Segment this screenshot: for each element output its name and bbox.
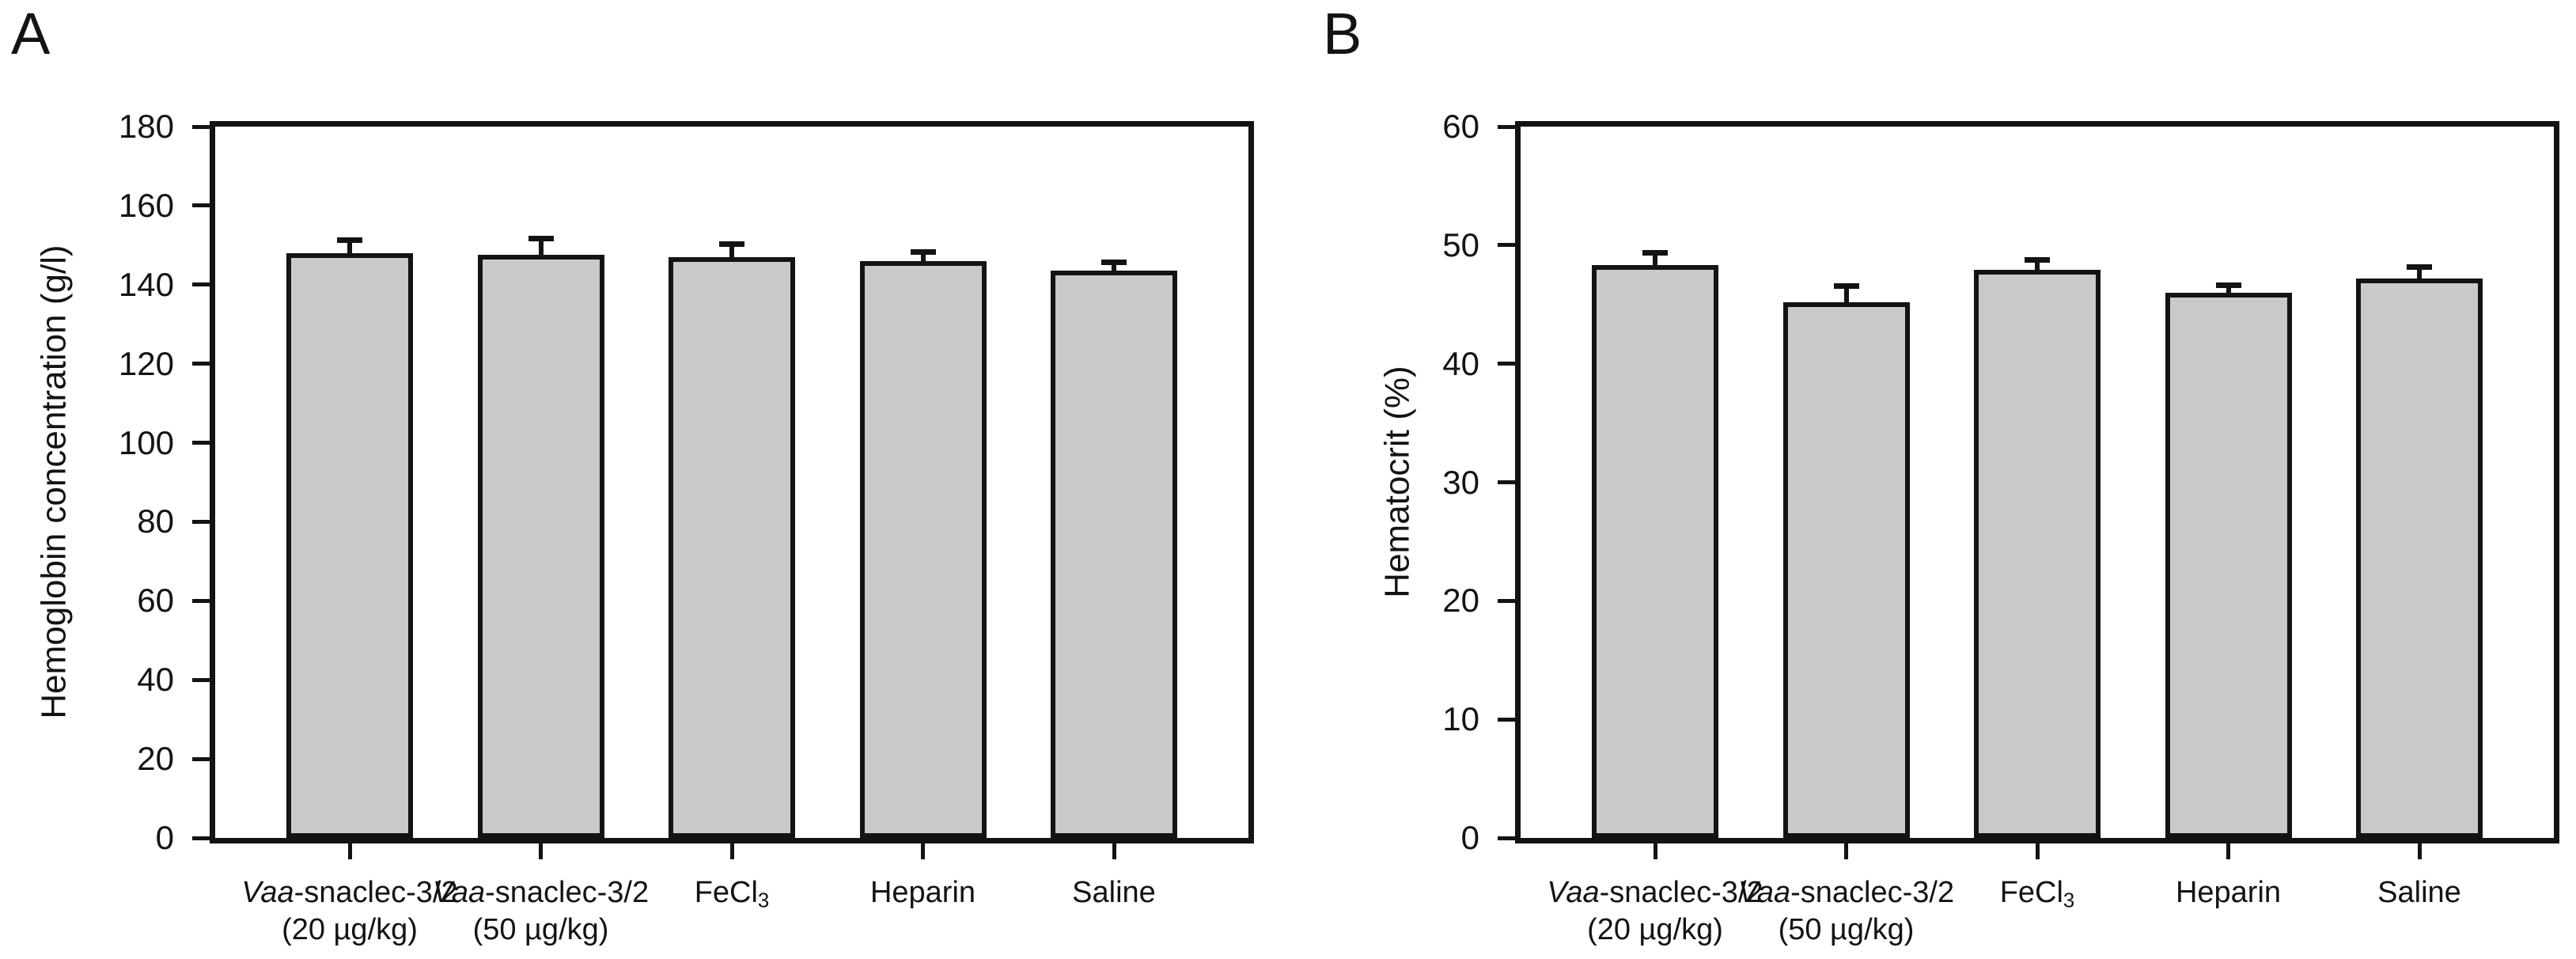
error-bar-cap — [719, 241, 744, 248]
error-bar-stem — [347, 243, 352, 256]
y-tick-label: 0 — [155, 819, 174, 856]
bar — [1974, 270, 2101, 838]
x-axis-tick — [1112, 843, 1116, 859]
bar — [2356, 278, 2483, 838]
error-bar-cap — [1833, 283, 1859, 290]
bar — [2165, 292, 2292, 838]
panel-b-letter: B — [1323, 1, 1362, 66]
y-axis-tick — [1498, 717, 1515, 722]
x-axis-tick — [1844, 843, 1848, 859]
y-axis-tick — [1498, 598, 1515, 603]
y-tick-label: 10 — [1442, 700, 1479, 738]
category-label: Vaa-snaclec-3/2 (20 µg/kg) — [241, 876, 458, 946]
y-axis-tick — [192, 282, 210, 287]
y-tick-label: 40 — [137, 661, 174, 699]
y-tick-label: 50 — [1442, 226, 1479, 263]
y-tick-label: 180 — [118, 108, 174, 145]
error-bar-stem — [2226, 287, 2231, 296]
error-bar-stem — [729, 247, 734, 260]
bar — [477, 255, 604, 838]
error-bar-stem — [920, 255, 926, 264]
panel-a-letter: A — [11, 1, 51, 66]
bar — [669, 256, 795, 838]
x-axis-tick — [1653, 843, 1657, 859]
y-tick-label: 80 — [137, 502, 174, 540]
category-label: FeCl3 — [694, 876, 770, 912]
error-bar-cap — [910, 249, 936, 256]
error-bar-cap — [2215, 282, 2241, 288]
y-tick-label: 40 — [1442, 344, 1479, 382]
y-tick-label: 60 — [137, 582, 174, 620]
bar — [1051, 271, 1177, 838]
x-axis-tick — [729, 843, 734, 859]
y-axis-tick — [192, 124, 210, 129]
y-axis-tick — [1498, 836, 1515, 840]
y-axis-tick — [192, 362, 210, 366]
y-axis-tick — [192, 756, 210, 761]
y-tick-label: 0 — [1460, 819, 1479, 856]
category-label: Heparin — [2175, 876, 2282, 909]
x-axis-tick — [347, 843, 352, 859]
category-label: Vaa-snaclec-3/2 (50 µg/kg) — [1737, 876, 1955, 946]
error-bar-stem — [1653, 256, 1657, 269]
error-bar-stem — [1843, 289, 1849, 305]
y-axis-tick — [192, 677, 210, 682]
y-axis-tick — [1498, 243, 1515, 248]
y-axis-title-hemoglobin: Hemoglobin concentration (g/l) — [34, 244, 74, 719]
bar — [286, 252, 413, 838]
category-label: FeCl3 — [1999, 876, 2075, 912]
y-axis-tick — [1498, 480, 1515, 484]
x-axis-tick — [2035, 843, 2040, 859]
y-tick-label: 60 — [1442, 108, 1479, 145]
y-axis-tick — [192, 519, 210, 524]
error-bar-stem — [2035, 263, 2040, 274]
error-bar-cap — [1101, 259, 1127, 265]
y-axis-tick — [192, 203, 210, 208]
error-bar-cap — [2407, 264, 2432, 271]
bar — [1592, 265, 1718, 838]
y-axis-tick — [1498, 362, 1515, 366]
category-label: Vaa-snaclec-3/2 (20 µg/kg) — [1547, 876, 1763, 946]
y-axis-tick — [1498, 124, 1515, 129]
category-label: Heparin — [869, 876, 976, 909]
x-axis-tick — [2417, 843, 2422, 859]
x-axis-tick — [921, 843, 925, 859]
plot-area-b: 0 10 20 30 40 50 60 Vaa-snaclec-3/2 (20 µg/kg) Va… — [1442, 108, 2559, 946]
y-tick-label: 100 — [118, 423, 174, 461]
plot-area-a: 0 20 40 60 80 100 120 140 160 180 Vaa-snaclec-3/2(… — [119, 108, 1254, 946]
category-label: Vaa-snaclec-3/2 (50 µg/kg) — [432, 876, 650, 946]
error-bar-stem — [2417, 270, 2422, 282]
error-bar-stem — [538, 241, 544, 259]
x-axis-tick — [2226, 843, 2230, 859]
y-axis-tick — [192, 836, 210, 840]
bar — [859, 260, 987, 838]
x-axis-tick — [539, 843, 543, 859]
y-tick-label: 20 — [137, 740, 174, 778]
bar — [1782, 301, 1910, 838]
error-bar-stem — [1112, 264, 1116, 275]
y-tick-label: 120 — [118, 344, 174, 382]
y-tick-label: 160 — [118, 186, 174, 224]
y-tick-label: 140 — [118, 265, 174, 303]
error-bar-cap — [1642, 250, 1668, 256]
y-axis-tick — [192, 441, 210, 445]
error-bar-cap — [337, 237, 362, 244]
error-bar-cap — [2025, 257, 2050, 263]
error-bar-cap — [528, 235, 554, 241]
y-tick-label: 30 — [1442, 463, 1479, 501]
y-tick-label: 20 — [1442, 582, 1479, 620]
category-label: Saline — [1072, 876, 1156, 909]
category-label: Saline — [2377, 876, 2461, 909]
y-axis-tick — [192, 598, 210, 603]
